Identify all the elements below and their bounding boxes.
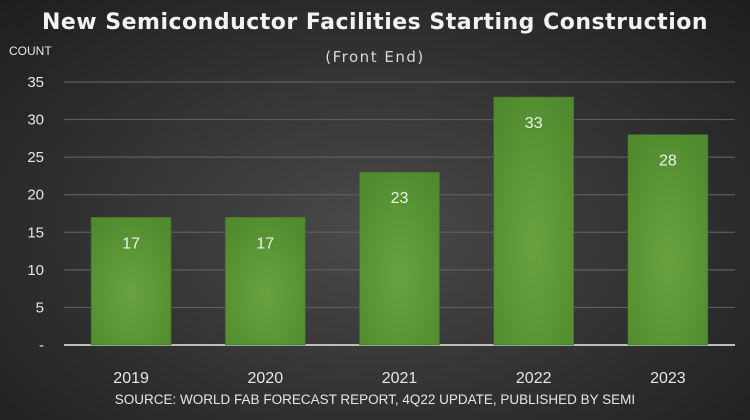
y-tick-label: 10: [27, 262, 44, 279]
y-tick-label: 25: [27, 149, 44, 166]
x-tick-label: 2022: [516, 370, 552, 387]
y-tick-label: 15: [27, 224, 44, 241]
chart-title: New Semiconductor Facilities Starting Co…: [41, 10, 709, 35]
data-label: 17: [256, 235, 274, 252]
chart-subtitle: (Front End): [325, 48, 425, 66]
y-axis-label: COUNT: [9, 44, 52, 58]
data-label: 23: [391, 190, 409, 207]
y-tick-label: -: [39, 337, 44, 354]
data-label: 33: [525, 115, 543, 132]
source-note: SOURCE: WORLD FAB FORECAST REPORT, 4Q22 …: [114, 392, 636, 407]
y-tick-label: 35: [27, 74, 44, 91]
x-tick-label: 2019: [113, 370, 149, 387]
data-label: 28: [659, 153, 677, 170]
y-tick-label: 30: [27, 112, 44, 129]
x-tick-label: 2023: [650, 370, 686, 387]
bar-2021: [359, 171, 440, 346]
x-tick-label: 2021: [382, 370, 418, 387]
bar-2019: [90, 216, 172, 346]
y-tick-label: 5: [36, 299, 44, 316]
y-tick-label: 20: [27, 187, 44, 204]
bar-2020: [225, 216, 306, 346]
x-tick-label: 2020: [248, 370, 284, 387]
bar-2022: [493, 96, 575, 346]
bar-2023: [627, 134, 709, 346]
data-label: 17: [122, 235, 140, 252]
